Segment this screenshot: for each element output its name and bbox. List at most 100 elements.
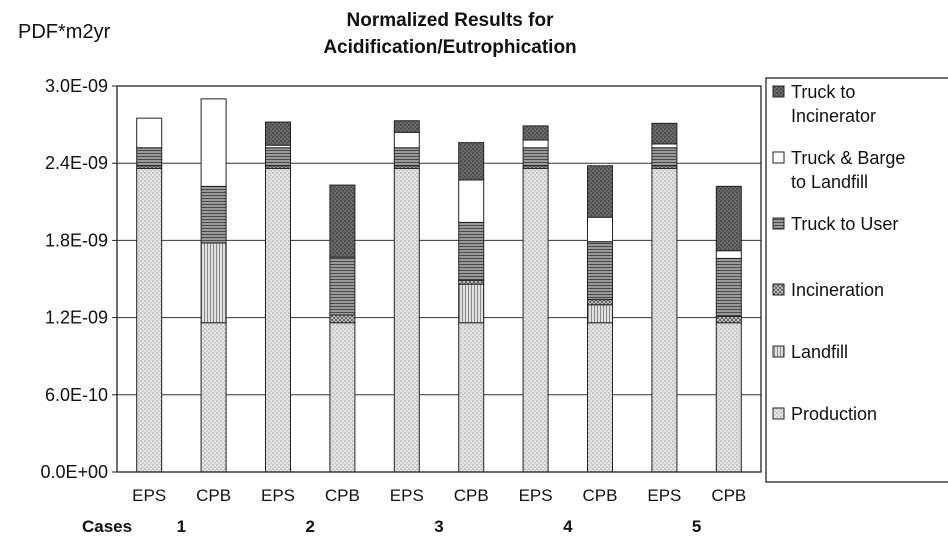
legend-label: Landfill xyxy=(791,342,848,362)
legend-item: Production xyxy=(772,404,877,424)
chart-title-line-2: Acidification/Eutrophication xyxy=(323,37,576,58)
bar-stack xyxy=(522,125,549,473)
bar-segment xyxy=(265,121,291,146)
legend-item: Truck to Incinerator xyxy=(772,82,876,126)
y-tick-label: 1.8E-09 xyxy=(45,230,108,250)
case-label: 2 xyxy=(305,517,314,536)
legend-item: Incineration xyxy=(772,280,884,300)
bar-segment xyxy=(329,256,356,316)
bar-segment xyxy=(200,98,227,187)
bar-stack xyxy=(458,142,485,473)
case-label: 3 xyxy=(434,517,443,536)
legend-swatch xyxy=(772,283,785,296)
bar-segment xyxy=(522,125,549,141)
y-tick-label: 0.0E+00 xyxy=(40,462,108,482)
bar-segment xyxy=(393,131,420,149)
x-category-label: EPS xyxy=(647,486,681,505)
bar-segment xyxy=(458,283,485,324)
x-category-label: CPB xyxy=(711,486,746,505)
legend-label: Incinerator xyxy=(791,106,876,126)
case-label: 5 xyxy=(692,517,701,536)
chart-title-line-1: Normalized Results for xyxy=(347,10,555,31)
legend-label: Truck to User xyxy=(791,214,898,234)
legend-swatch xyxy=(772,85,785,98)
y-tick-label: 2.4E-09 xyxy=(45,153,108,173)
bar-segment xyxy=(715,315,742,324)
x-category-label: EPS xyxy=(132,486,166,505)
x-axis-case-labels: 1 2 3 4 5 xyxy=(177,517,702,536)
bar-segment xyxy=(136,167,163,473)
bar-segment xyxy=(458,142,485,181)
y-tick-label: 3.0E-09 xyxy=(45,76,108,96)
legend-item: Landfill xyxy=(772,342,848,362)
x-category-label: EPS xyxy=(261,486,295,505)
bar-segment xyxy=(651,147,678,167)
bar-segment xyxy=(458,179,485,223)
bar-stack xyxy=(651,122,678,473)
legend-label: Truck & Barge xyxy=(791,148,905,168)
legend: Truck to Incinerator Truck & Barge to Landf… xyxy=(772,82,905,424)
bar-segment xyxy=(393,167,420,473)
legend-label: to Landfill xyxy=(791,172,868,192)
bar-segment xyxy=(587,304,613,324)
case-label: 1 xyxy=(177,517,186,536)
bar-stack xyxy=(329,184,356,473)
legend-label: Production xyxy=(791,404,877,424)
bar-segment xyxy=(329,314,356,324)
legend-label: Incineration xyxy=(791,280,884,300)
legend-item: Truck & Barge to Landfill xyxy=(772,148,905,192)
bar-segment xyxy=(458,221,485,281)
plot-area-border xyxy=(116,85,762,473)
x-category-label: CPB xyxy=(583,486,618,505)
x-category-label: EPS xyxy=(390,486,424,505)
bar-segment xyxy=(522,147,549,167)
bar-segment xyxy=(136,117,163,149)
bar-segment xyxy=(651,122,678,145)
bar-stack xyxy=(587,165,613,473)
bar-segment xyxy=(715,322,742,473)
x-category-label: CPB xyxy=(454,486,489,505)
legend-item: Truck to User xyxy=(772,214,898,234)
legend-box xyxy=(765,77,948,483)
bar-segment xyxy=(522,139,549,149)
bar-segment xyxy=(587,216,613,243)
legend-label: Truck to xyxy=(791,82,855,102)
bar-segment xyxy=(265,167,291,473)
x-category-label: CPB xyxy=(325,486,360,505)
bar-segment xyxy=(393,147,420,167)
bar-stack xyxy=(393,120,420,473)
bar-segment xyxy=(587,241,613,301)
bar-segment xyxy=(587,299,613,306)
bar-stack xyxy=(265,121,291,473)
x-category-label: EPS xyxy=(519,486,553,505)
bar-segment xyxy=(200,322,227,473)
bar-segment xyxy=(715,250,742,259)
bar-stack xyxy=(136,117,163,473)
bar-segment xyxy=(458,322,485,473)
legend-swatch xyxy=(772,217,785,230)
bar-segment xyxy=(265,147,291,167)
bar-segment xyxy=(393,120,420,133)
bar-stack xyxy=(715,185,742,473)
bar-segment xyxy=(587,322,613,473)
bar-segment xyxy=(651,167,678,473)
bar-stacks xyxy=(136,98,742,473)
bar-segment xyxy=(200,242,227,324)
legend-swatch xyxy=(772,407,785,420)
cases-axis-label: Cases xyxy=(82,517,132,536)
y-axis-unit-label: PDF*m2yr xyxy=(18,21,111,43)
y-tick-label: 1.2E-09 xyxy=(45,308,108,328)
x-category-label: CPB xyxy=(196,486,231,505)
bar-segment xyxy=(651,143,678,149)
y-tick-label: 6.0E-10 xyxy=(45,385,108,405)
bar-segment xyxy=(136,147,163,167)
bar-stack xyxy=(200,98,227,473)
bar-segment xyxy=(587,165,613,218)
bar-segment xyxy=(522,167,549,473)
bar-segment xyxy=(458,279,485,285)
legend-swatch xyxy=(772,151,785,164)
case-label: 4 xyxy=(563,517,573,536)
bar-segment xyxy=(329,184,356,258)
